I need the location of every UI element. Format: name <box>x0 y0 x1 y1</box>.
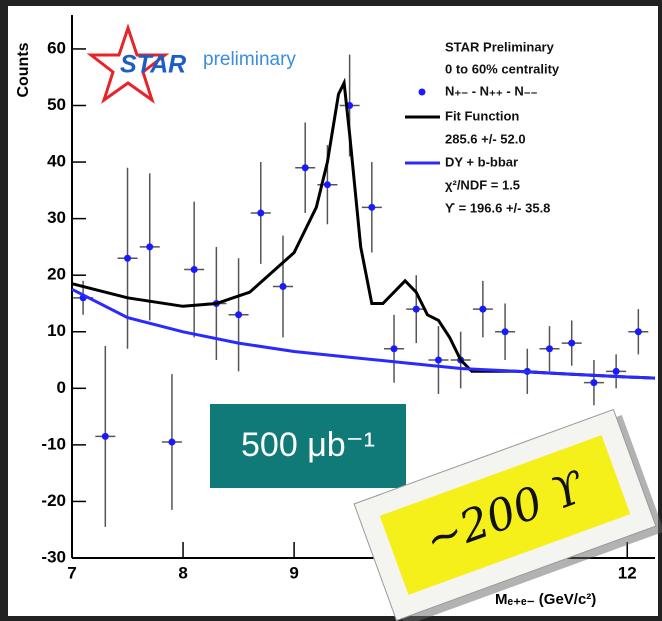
data-point <box>412 305 420 313</box>
y-tick-label: 10 <box>47 321 66 340</box>
data-point <box>168 438 176 446</box>
y-tick-label: 20 <box>47 265 66 284</box>
annotation: 500 μb⁻¹ <box>241 426 375 464</box>
data-point <box>146 243 154 251</box>
legend-label: DY + b-bbar <box>445 154 518 169</box>
data-point <box>590 379 598 387</box>
x-tick-label: 9 <box>289 563 298 582</box>
data-point <box>479 305 487 313</box>
legend-note: ϒ = 196.6 +/- 35.8 <box>445 200 550 215</box>
legend-label: Fit Function <box>445 108 519 123</box>
data-point <box>279 283 287 290</box>
y-tick-label: 30 <box>47 208 66 227</box>
y-tick-label: 40 <box>47 152 66 171</box>
legend-label: N₊₋ - N₊₊ - N₋₋ <box>445 83 538 98</box>
data-point <box>257 209 265 217</box>
logo: STAR <box>120 51 186 79</box>
data-point <box>235 311 243 319</box>
annotation-box <box>210 404 406 488</box>
logo-sub: preliminary <box>203 49 296 70</box>
line <box>71 287 656 380</box>
logo-star <box>86 23 170 104</box>
y-tick-label: 60 <box>47 38 66 57</box>
x-tick-label: 7 <box>67 563 76 582</box>
legend-header: 0 to 60% centrality <box>445 61 560 76</box>
y-tick-label: -20 <box>41 491 66 510</box>
data-point <box>124 254 132 262</box>
legend-header: STAR Preliminary <box>445 39 555 54</box>
x-tick-label: 12 <box>618 563 637 582</box>
y-tick-label: 0 <box>57 378 66 397</box>
y-tick-label: 50 <box>47 95 66 114</box>
data-point <box>568 339 576 347</box>
data-point <box>501 328 509 336</box>
data-point <box>368 203 376 211</box>
data-point <box>390 345 398 353</box>
x-axis-label: Mₑ₊ₑ₋ (GeV/c²) <box>495 591 596 608</box>
data-point <box>546 345 554 353</box>
data-point <box>634 328 642 336</box>
data-point <box>101 432 109 440</box>
data-point <box>190 266 198 274</box>
legend-note: χ²/NDF = 1.5 <box>445 177 520 192</box>
x-tick-label: 8 <box>178 563 187 582</box>
sticker: ~200 ϒ <box>353 408 662 621</box>
y-tick-label: -30 <box>41 547 66 566</box>
data-point <box>612 367 620 375</box>
data-point <box>434 356 442 364</box>
data-point <box>301 164 309 172</box>
data-point <box>323 181 331 189</box>
y-tick-label: -10 <box>41 434 66 453</box>
y-axis-label: Counts <box>15 42 32 97</box>
sticker-fill <box>379 435 631 595</box>
legend-marker <box>418 88 426 96</box>
legend-note: 285.6 +/- 52.0 <box>445 131 526 146</box>
